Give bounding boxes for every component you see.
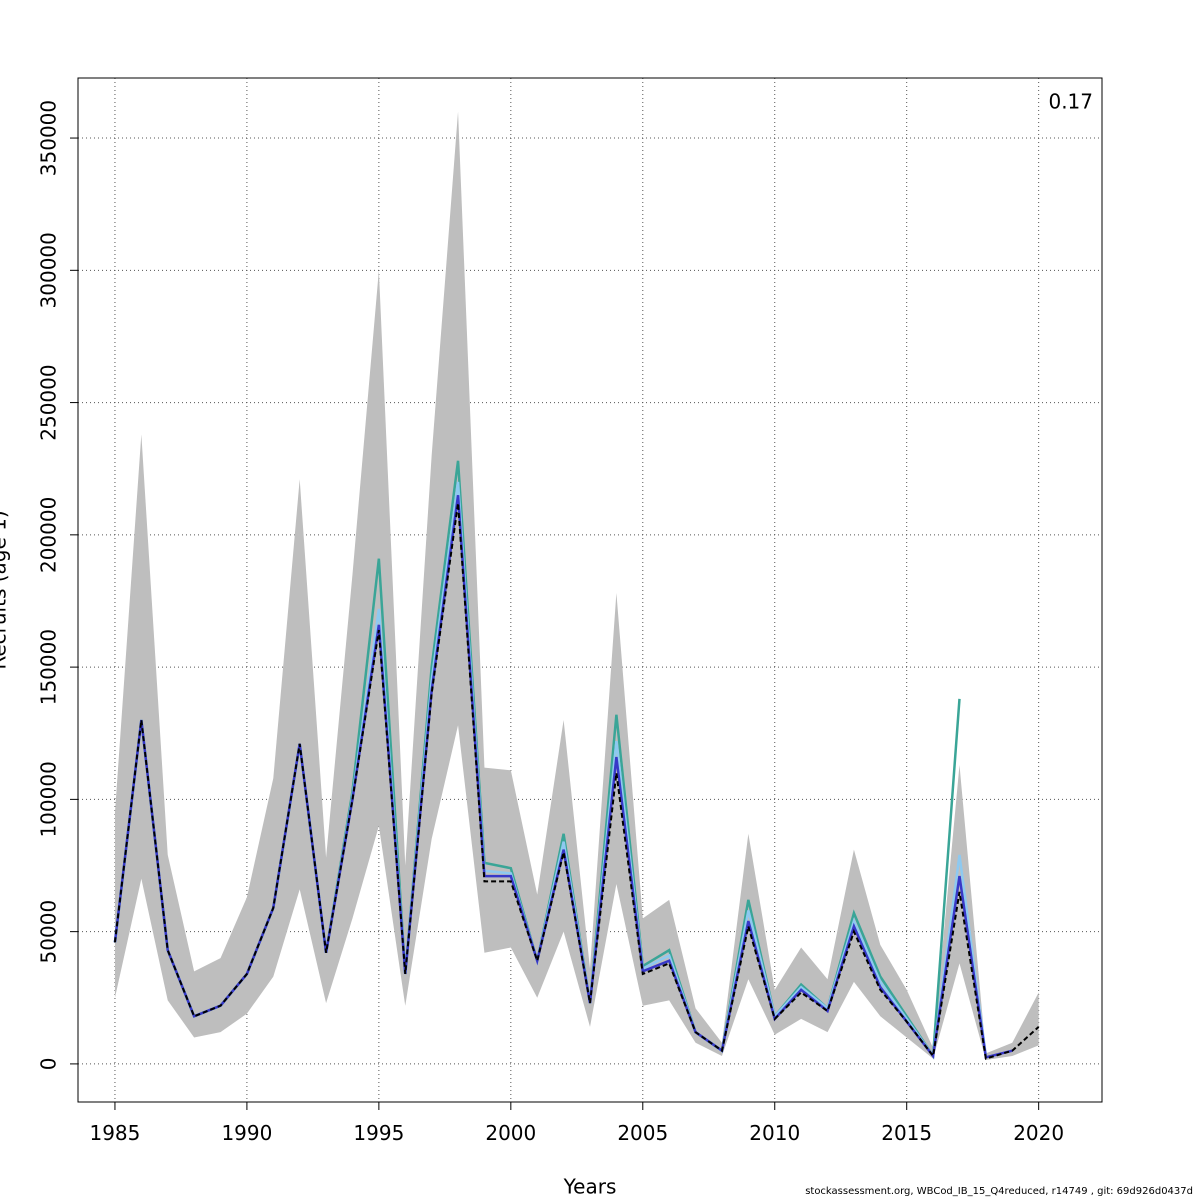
x-tick-label: 1990	[221, 1121, 272, 1145]
x-axis-label: Years	[563, 1175, 617, 1199]
x-tick-label: 1985	[89, 1121, 140, 1145]
x-tick-label: 1995	[353, 1121, 404, 1145]
x-tick-label: 2015	[881, 1121, 932, 1145]
y-tick-label: 0	[37, 1058, 61, 1071]
x-tick-label: 2010	[749, 1121, 800, 1145]
confidence-band	[114, 111, 1039, 1060]
x-tick-label: 2020	[1013, 1121, 1064, 1145]
y-tick-label: 350000	[37, 100, 61, 176]
y-tick-label: 250000	[37, 364, 61, 440]
annotation: 0.17	[1048, 90, 1093, 114]
y-tick-label: 150000	[37, 629, 61, 705]
y-tick-label: 300000	[37, 232, 61, 308]
y-tick-label: 200000	[37, 497, 61, 573]
y-tick-label: 50000	[37, 900, 61, 964]
series-line	[113, 502, 1040, 1060]
footer: stockassessment.org, WBCod_IB_15_Q4reduc…	[805, 1186, 1193, 1197]
x-tick-label: 2005	[617, 1121, 668, 1145]
y-tick-label: 100000	[37, 761, 61, 837]
y-axis-label: Recruits (age 1)	[0, 510, 11, 669]
plot-frame	[77, 77, 1103, 1103]
x-tick-label: 2000	[485, 1121, 536, 1145]
